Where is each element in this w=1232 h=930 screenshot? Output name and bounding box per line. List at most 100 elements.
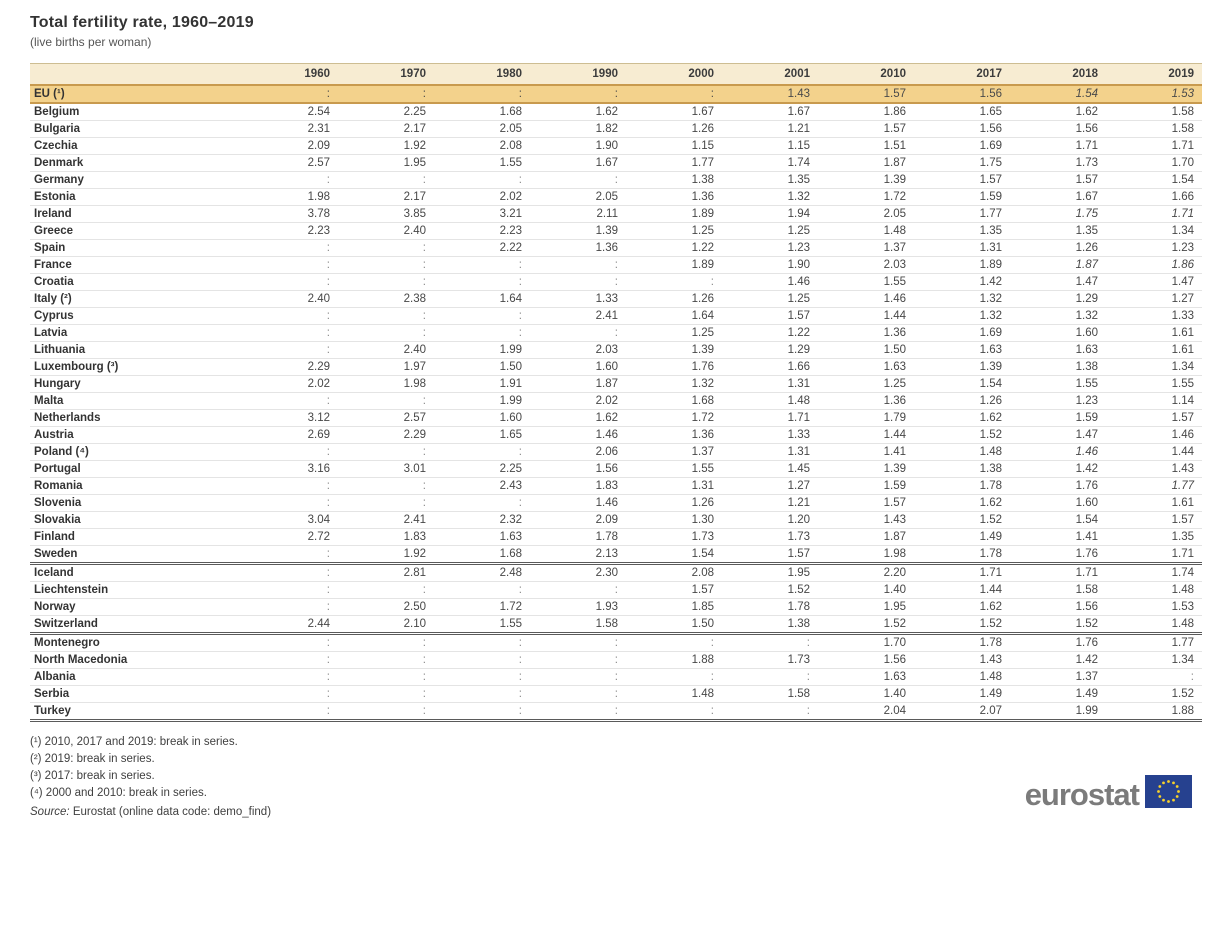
table-row: North Macedonia::::1.88 1.73 1.56 1.43 1.42 1…: [30, 651, 1202, 669]
value-cell: :: [530, 324, 626, 342]
source-text: Eurostat (online data code: demo_find): [72, 806, 272, 818]
footer: (¹) 2010, 2017 and 2019: break in series…: [30, 734, 1202, 821]
value-cell: 1.57: [722, 307, 818, 325]
value-cell: 1.78: [530, 528, 626, 546]
value-cell: :: [242, 668, 338, 686]
value-cell: 1.71: [1106, 137, 1202, 155]
value-cell: :: [434, 307, 530, 325]
value-cell: 1.68: [626, 392, 722, 410]
value-cell: 1.78: [914, 633, 1010, 652]
value-cell: 1.23: [722, 239, 818, 257]
value-cell: 2.02: [242, 375, 338, 393]
value-cell: 1.61: [1106, 341, 1202, 359]
table-row: Montenegro::::::1.70 1.78 1.76 1.77: [30, 633, 1202, 652]
value-cell: 1.26: [626, 494, 722, 512]
value-cell: 1.62: [914, 598, 1010, 616]
value-cell: 2.17: [338, 120, 434, 138]
footnote-line: (²) 2019: break in series.: [30, 753, 155, 765]
value-cell: 1.63: [914, 341, 1010, 359]
value-cell: 2.40: [242, 290, 338, 308]
table-header: 1960 1970 1980 1990 2000 2001 2010 2017 2018 2019: [30, 63, 1202, 85]
value-cell: :: [242, 702, 338, 722]
value-cell: 1.31: [722, 443, 818, 461]
value-cell: 1.22: [626, 239, 722, 257]
country-label: Spain: [30, 239, 242, 257]
value-cell: 1.52: [722, 581, 818, 599]
value-cell: 1.22: [722, 324, 818, 342]
value-cell: :: [242, 633, 338, 652]
country-label: Belgium: [30, 103, 242, 121]
header-year-1980: 1980: [434, 63, 530, 85]
value-cell: 2.31: [242, 120, 338, 138]
value-cell: 1.50: [626, 615, 722, 635]
value-cell: 1.54: [1010, 511, 1106, 529]
country-label: Slovenia: [30, 494, 242, 512]
value-cell: 1.36: [818, 324, 914, 342]
value-cell: 1.48: [818, 222, 914, 240]
value-cell: 1.36: [818, 392, 914, 410]
country-label: Serbia: [30, 685, 242, 703]
value-cell: 1.43: [722, 84, 818, 104]
value-cell: :: [530, 651, 626, 669]
country-label: Portugal: [30, 460, 242, 478]
value-cell: 1.64: [434, 290, 530, 308]
value-cell: :: [434, 581, 530, 599]
value-cell: 1.89: [626, 205, 722, 223]
value-cell: :: [338, 171, 434, 189]
value-cell: 1.64: [626, 307, 722, 325]
country-label: Romania: [30, 477, 242, 495]
value-cell: 1.74: [722, 154, 818, 172]
value-cell: 1.77: [914, 205, 1010, 223]
value-cell: 1.60: [1010, 494, 1106, 512]
value-cell: 1.26: [626, 290, 722, 308]
value-cell: 1.71: [1106, 545, 1202, 565]
value-cell: 2.06: [530, 443, 626, 461]
value-cell: 1.31: [626, 477, 722, 495]
value-cell: 1.48: [1106, 615, 1202, 635]
value-cell: 1.98: [242, 188, 338, 206]
table-row: Austria 2.69 2.29 1.65 1.46 1.36 1.33 1.44 1.52 1…: [30, 426, 1202, 444]
value-cell: 1.78: [722, 598, 818, 616]
value-cell: 1.67: [722, 103, 818, 121]
value-cell: 1.57: [818, 494, 914, 512]
value-cell: 1.25: [818, 375, 914, 393]
value-cell: 1.29: [722, 341, 818, 359]
value-cell: 2.29: [338, 426, 434, 444]
eu-flag-icon: [1145, 775, 1192, 813]
table-header-row: 1960 1970 1980 1990 2000 2001 2010 2017 2018 2019: [30, 63, 1202, 85]
value-cell: 2.41: [530, 307, 626, 325]
value-cell: :: [530, 273, 626, 291]
value-cell: 1.52: [1106, 685, 1202, 703]
value-cell: :: [722, 668, 818, 686]
value-cell: 1.39: [818, 460, 914, 478]
value-cell: :: [338, 84, 434, 104]
value-cell: :: [242, 545, 338, 565]
value-cell: 1.62: [530, 103, 626, 121]
country-label: Finland: [30, 528, 242, 546]
country-label: Slovakia: [30, 511, 242, 529]
value-cell: 1.50: [434, 358, 530, 376]
value-cell: 1.88: [626, 651, 722, 669]
value-cell: :: [242, 239, 338, 257]
value-cell: :: [338, 273, 434, 291]
value-cell: 1.56: [914, 84, 1010, 104]
table-row: Norway:2.50 1.72 1.93 1.85 1.78 1.95 1.62 1.56 1…: [30, 598, 1202, 616]
value-cell: 1.73: [722, 651, 818, 669]
value-cell: 1.33: [1106, 307, 1202, 325]
value-cell: 1.52: [914, 426, 1010, 444]
value-cell: :: [434, 651, 530, 669]
value-cell: 1.79: [818, 409, 914, 427]
value-cell: :: [434, 702, 530, 722]
value-cell: 1.65: [914, 103, 1010, 121]
value-cell: :: [242, 685, 338, 703]
country-label: Bulgaria: [30, 120, 242, 138]
value-cell: :: [242, 477, 338, 495]
value-cell: 1.74: [1106, 563, 1202, 582]
page-subtitle: (live births per woman): [30, 35, 152, 49]
source-line: Source: Eurostat (online data code: demo…: [30, 804, 271, 821]
value-cell: 1.57: [1106, 511, 1202, 529]
value-cell: 1.70: [818, 633, 914, 652]
value-cell: 1.29: [1010, 290, 1106, 308]
value-cell: 1.60: [530, 358, 626, 376]
value-cell: :: [242, 443, 338, 461]
